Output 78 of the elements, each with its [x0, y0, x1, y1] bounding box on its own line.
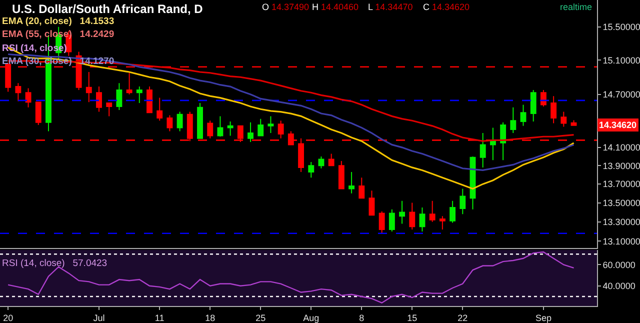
candlestick: [25, 88, 32, 108]
candlestick: [278, 120, 284, 139]
x-tick-label: Aug: [303, 312, 320, 323]
x-tick-label: 20: [3, 312, 14, 323]
y-tick-label: 60.0000: [602, 260, 636, 270]
candlestick: [268, 116, 274, 134]
candlestick: [460, 188, 466, 215]
candlestick: [248, 122, 254, 143]
candlestick: [338, 160, 344, 190]
candlestick: [399, 200, 406, 224]
y-tick-label: 15.10000: [602, 55, 640, 66]
y-tick-label: 13.50000: [602, 198, 640, 208]
y-tick-label: 14.70000: [602, 89, 640, 100]
candlestick: [530, 90, 536, 122]
candlestick: [207, 120, 214, 139]
candlestick: [480, 132, 486, 168]
candlestick: [136, 86, 142, 104]
text: EMA (20, close) 14.1533: [2, 16, 114, 27]
candlestick: [227, 120, 234, 136]
candlestick: [550, 96, 557, 124]
annotation: L 14.34470: [368, 2, 413, 12]
candlestick: [368, 190, 375, 216]
y-tick-label: 14.10000: [602, 142, 640, 153]
candlestick: [439, 216, 446, 230]
x-tick-label: 15: [407, 312, 418, 323]
y-tick-label: 13.90000: [602, 160, 640, 171]
candlestick: [570, 120, 577, 126]
x-tick-label: Sep: [535, 312, 552, 323]
candlestick: [156, 97, 163, 122]
candlestick: [308, 161, 314, 178]
x-tick-label: 18: [205, 312, 216, 323]
annotation: C 14.34620: [423, 2, 470, 12]
candlestick: [86, 72, 92, 103]
candlestick: [328, 153, 334, 166]
candlestick: [35, 102, 42, 126]
candlestick: [560, 111, 567, 128]
candlestick: [429, 200, 436, 222]
candlestick: [520, 104, 526, 126]
y-tick-label: 13.70000: [602, 179, 640, 190]
candlestick: [106, 102, 112, 117]
annotation: realtime: [560, 2, 592, 12]
x-tick-label: 22: [458, 312, 468, 323]
candlestick: [348, 172, 355, 194]
candlestick: [298, 138, 304, 173]
candlestick: [510, 106, 516, 134]
x-tick-label: Jul: [93, 312, 105, 323]
candlestick: [166, 114, 173, 132]
candlestick: [490, 127, 496, 161]
candlestick: [197, 102, 203, 139]
chart-title: U.S. Dollar/South African Rand, D: [12, 2, 204, 16]
y-tick-label: 40.0000: [602, 281, 636, 292]
annotation: O 14.37490: [262, 2, 310, 12]
candlestick: [540, 90, 546, 108]
candlestick: [500, 122, 506, 161]
annotation: H 14.40460: [312, 2, 359, 12]
candlestick: [318, 156, 324, 169]
x-tick-label: 8: [359, 312, 364, 323]
x-tick-label: 11: [154, 312, 164, 323]
candlestick: [96, 86, 102, 112]
x-tick-label: 25: [256, 312, 266, 323]
y-tick-label: 13.10000: [602, 236, 640, 246]
candlestick: [146, 86, 152, 114]
candlestick: [388, 208, 395, 232]
candlestick: [450, 200, 456, 224]
text: RSI (14, close) 57.0423: [2, 258, 108, 269]
text: 14.34620: [599, 120, 637, 130]
candlestick: [358, 177, 365, 199]
candlestick: [126, 72, 132, 95]
candlestick: [409, 202, 416, 230]
candlestick: [15, 82, 22, 102]
candlestick: [419, 207, 426, 232]
candlestick: [258, 118, 264, 136]
candlestick: [378, 210, 385, 234]
candlestick: [217, 116, 224, 138]
y-tick-label: 13.30000: [602, 216, 640, 227]
candlestick: [176, 111, 183, 132]
candlestick: [116, 82, 122, 111]
y-tick-label: 15.50000: [602, 22, 640, 32]
